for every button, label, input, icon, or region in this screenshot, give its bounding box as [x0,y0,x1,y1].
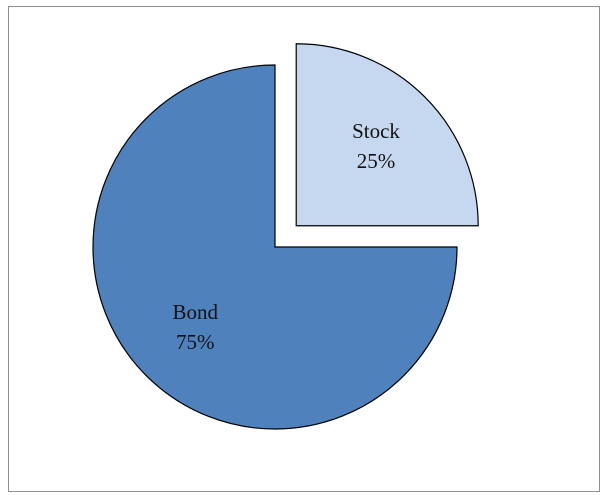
bond-category-label: Bond [172,300,218,324]
bond-percent-label: 75% [176,330,215,354]
stock-percent-label: 25% [357,149,396,173]
stock-slice [295,43,479,227]
slices-layer [92,43,479,430]
labels-layer: Stock 25% Bond 75% [172,119,400,354]
stock-category-label: Stock [352,119,400,143]
bond-slice [92,64,458,430]
